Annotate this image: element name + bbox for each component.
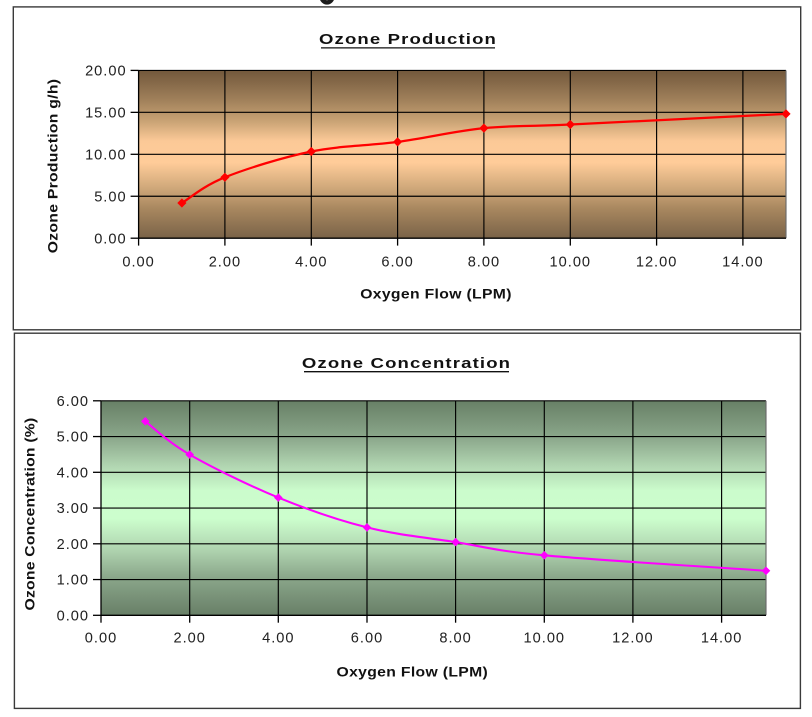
svg-text:0.00: 0.00 [94,231,126,247]
svg-text:20.00: 20.00 [85,64,127,80]
svg-text:6.00: 6.00 [57,394,89,410]
svg-text:Ozone Concentration: Ozone Concentration [302,355,511,372]
svg-text:2.00: 2.00 [209,255,241,271]
svg-text:4.00: 4.00 [295,255,327,271]
svg-text:Ozone Production g/h): Ozone Production g/h) [46,79,61,253]
svg-text:8.00: 8.00 [468,255,500,271]
svg-text:Ozone Concentration (%): Ozone Concentration (%) [23,418,38,611]
svg-text:0.00: 0.00 [122,255,154,271]
svg-text:3.00: 3.00 [57,501,89,517]
svg-text:6.00: 6.00 [381,255,413,271]
svg-text:8.00: 8.00 [439,631,471,647]
svg-text:5.00: 5.00 [94,189,126,205]
svg-text:14.00: 14.00 [722,255,764,271]
svg-text:14.00: 14.00 [701,631,743,647]
svg-text:1.00: 1.00 [57,573,89,589]
svg-text:12.00: 12.00 [612,631,654,647]
svg-text:Ozone Production: Ozone Production [319,31,497,48]
svg-text:5.00: 5.00 [57,430,89,446]
svg-text:15.00: 15.00 [85,105,127,121]
svg-text:10.00: 10.00 [524,631,566,647]
svg-text:12.00: 12.00 [636,255,678,271]
svg-text:4.00: 4.00 [262,631,294,647]
svg-text:2.00: 2.00 [57,537,89,553]
svg-text:10.00: 10.00 [85,147,127,163]
svg-text:0.00: 0.00 [85,631,117,647]
svg-text:Oxygen Flow (LPM): Oxygen Flow (LPM) [360,287,512,302]
svg-text:Oxygen Flow (LPM): Oxygen Flow (LPM) [336,665,488,680]
svg-text:2.00: 2.00 [173,631,205,647]
svg-text:6.00: 6.00 [351,631,383,647]
svg-text:4.00: 4.00 [57,465,89,481]
svg-text:0.00: 0.00 [57,608,89,624]
svg-text:10.00: 10.00 [550,255,592,271]
